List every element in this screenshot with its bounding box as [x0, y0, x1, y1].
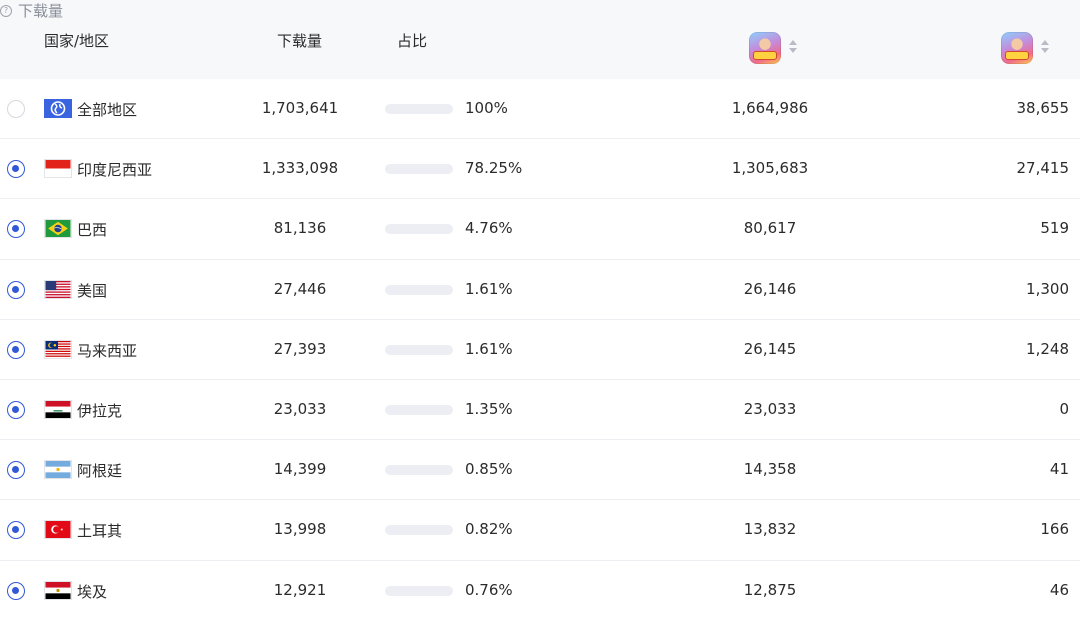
- total-downloads: 27,446: [273, 279, 327, 298]
- sort-icon[interactable]: [1041, 40, 1049, 54]
- country-name: 美国: [77, 281, 108, 300]
- flag-icon: [44, 99, 72, 118]
- app2-downloads: 46: [1049, 580, 1069, 599]
- share-percent: 4.76%: [465, 219, 513, 238]
- header-country: 国家/地区: [44, 32, 110, 50]
- app1-downloads: 26,145: [743, 339, 797, 358]
- app1-downloads: 12,875: [743, 580, 797, 599]
- table-header: 国家/地区 下载量 占比 ? 下载量: [0, 0, 1080, 79]
- country-name: 伊拉克: [77, 401, 123, 420]
- total-downloads: 1,703,641: [261, 99, 339, 117]
- country-name: 巴西: [77, 221, 108, 240]
- app1-downloads: 1,305,683: [731, 159, 809, 178]
- share-percent: 0.76%: [465, 580, 513, 599]
- row-radio[interactable]: [7, 280, 25, 299]
- row-radio[interactable]: [7, 220, 25, 239]
- share-percent: 1.35%: [465, 399, 513, 418]
- flag-icon: [44, 219, 72, 239]
- share-bar: [385, 284, 453, 295]
- table-row[interactable]: 马来西亚 27,393 1.61% 26,145 1,248: [0, 320, 1080, 380]
- app2-downloads: 1,300: [1026, 279, 1069, 298]
- share-percent: 1.61%: [465, 339, 513, 358]
- total-downloads: 12,921: [273, 580, 327, 599]
- flag-icon: [44, 159, 72, 179]
- flag-icon: [44, 460, 72, 480]
- total-downloads: 1,333,098: [261, 159, 339, 178]
- table-row[interactable]: 全部地区 1,703,641 100% 1,664,986 38,655: [0, 79, 1080, 140]
- country-name: 马来西亚: [77, 341, 138, 360]
- header-share: 占比: [397, 32, 428, 50]
- row-radio[interactable]: [7, 581, 25, 600]
- app2-downloads: 38,655: [1016, 99, 1070, 117]
- row-radio[interactable]: [7, 461, 25, 480]
- app1-downloads: 14,358: [743, 460, 797, 479]
- table-row[interactable]: 伊拉克 23,033 1.35% 23,033 0: [0, 380, 1080, 441]
- header-app-downloads-group: ? 下载量: [0, 0, 1080, 21]
- game-app-icon: [1001, 32, 1033, 64]
- total-downloads: 23,033: [273, 399, 327, 418]
- flag-icon: [44, 520, 72, 540]
- table-row[interactable]: 土耳其 13,998 0.82% 13,832 166: [0, 500, 1080, 561]
- share-bar: [385, 344, 453, 355]
- flag-icon: [44, 580, 72, 600]
- help-icon[interactable]: ?: [0, 4, 12, 17]
- row-radio[interactable]: [7, 400, 25, 419]
- total-downloads: 27,393: [273, 339, 327, 358]
- table-row[interactable]: 印度尼西亚 1,333,098 78.25% 1,305,683 27,415: [0, 139, 1080, 200]
- table-row[interactable]: 美国 27,446 1.61% 26,146 1,300: [0, 260, 1080, 320]
- app1-downloads: 80,617: [743, 219, 797, 238]
- share-bar: [385, 585, 453, 596]
- share-percent: 0.85%: [465, 460, 513, 479]
- country-name: 全部地区: [77, 101, 138, 119]
- app2-downloads: 27,415: [1016, 159, 1070, 178]
- total-downloads: 81,136: [273, 219, 327, 238]
- country-name: 埃及: [77, 582, 108, 601]
- total-downloads: 13,998: [273, 520, 327, 539]
- flag-icon: [44, 339, 72, 359]
- share-percent: 1.61%: [465, 279, 513, 298]
- app2-downloads: 41: [1049, 460, 1069, 479]
- share-bar: [385, 404, 453, 415]
- share-bar: [385, 465, 453, 476]
- share-bar: [385, 164, 453, 175]
- row-radio[interactable]: [7, 100, 25, 118]
- row-radio[interactable]: [7, 340, 25, 359]
- header-group-label: 下载量: [18, 2, 64, 20]
- share-bar: [385, 525, 453, 536]
- share-percent: 100%: [465, 99, 508, 117]
- app2-downloads: 1,248: [1026, 339, 1069, 358]
- flag-icon: [44, 279, 72, 299]
- app1-downloads: 23,033: [743, 399, 797, 418]
- table-body: 全部地区 1,703,641 100% 1,664,986 38,655 印度尼…: [0, 79, 1080, 619]
- table-row[interactable]: 阿根廷 14,399 0.85% 14,358 41: [0, 440, 1080, 501]
- share-bar: [385, 224, 453, 235]
- sort-icon[interactable]: [789, 40, 797, 54]
- flag-icon: [44, 399, 72, 419]
- share-percent: 78.25%: [465, 159, 523, 178]
- header-downloads[interactable]: 下载量: [277, 32, 323, 50]
- app2-downloads: 519: [1040, 219, 1069, 238]
- country-name: 阿根廷: [77, 462, 123, 481]
- share-bar: [385, 104, 453, 114]
- total-downloads: 14,399: [273, 460, 327, 479]
- app1-downloads: 13,832: [743, 520, 797, 539]
- row-radio[interactable]: [7, 160, 25, 179]
- row-radio[interactable]: [7, 521, 25, 540]
- table-row[interactable]: 埃及 12,921 0.76% 12,875 46: [0, 561, 1080, 619]
- country-name: 印度尼西亚: [77, 161, 153, 180]
- table-row[interactable]: 巴西 81,136 4.76% 80,617 519: [0, 199, 1080, 260]
- app2-downloads: 166: [1040, 520, 1069, 539]
- share-percent: 0.82%: [465, 520, 513, 539]
- game-app-icon: [749, 32, 781, 64]
- country-name: 土耳其: [77, 522, 123, 541]
- app1-downloads: 26,146: [743, 279, 797, 298]
- app2-downloads: 0: [1059, 399, 1069, 418]
- app1-downloads: 1,664,986: [731, 99, 809, 117]
